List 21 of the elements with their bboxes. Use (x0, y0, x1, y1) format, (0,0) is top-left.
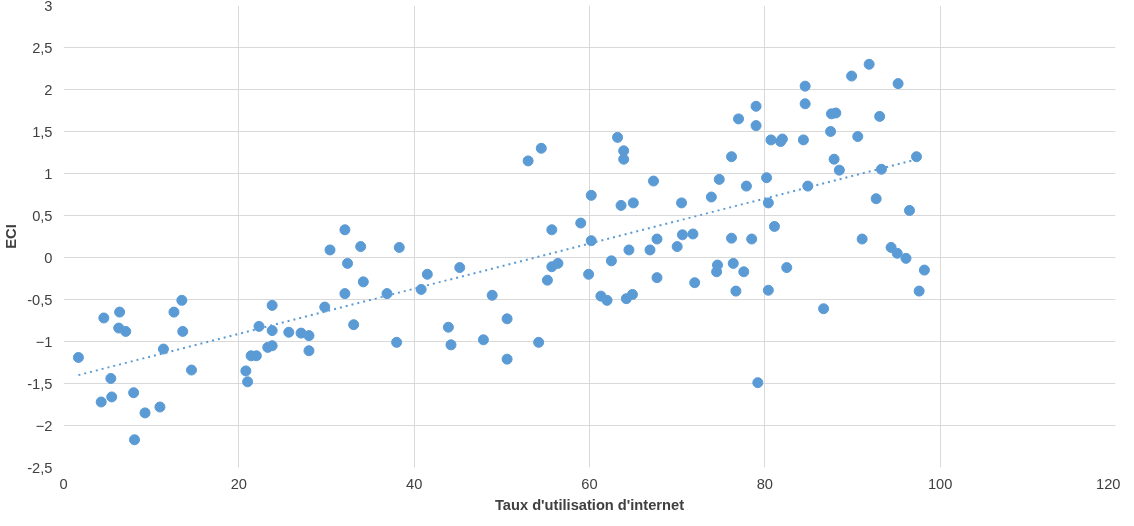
y-tick-label: 1 (44, 165, 53, 182)
x-tick-label: 40 (406, 475, 423, 492)
y-tick-label: 3 (44, 0, 53, 14)
x-tick-label: 60 (581, 475, 598, 492)
y-tick-label: 0 (44, 249, 53, 266)
y-tick-label: 2 (44, 81, 53, 98)
y-tick-label: −1 (35, 333, 53, 350)
y-tick-label: −2 (35, 417, 53, 434)
y-tick-label: -1,5 (27, 375, 53, 392)
y-tick-label: -2,5 (27, 459, 53, 476)
x-tick-label: 80 (756, 475, 773, 492)
y-axis-title: ECI (3, 224, 20, 249)
x-tick-label: 100 (927, 475, 953, 492)
x-axis-title: Taux d'utilisation d'internet (494, 496, 685, 513)
y-tick-label: 1,5 (32, 123, 53, 140)
y-tick-label: 0,5 (32, 207, 53, 224)
y-tick-label: 2,5 (32, 39, 53, 56)
y-tick-label: -0,5 (27, 291, 53, 308)
x-tick-label: 0 (59, 475, 68, 492)
x-tick-label: 20 (230, 475, 247, 492)
x-tick-label: 120 (1096, 475, 1121, 492)
